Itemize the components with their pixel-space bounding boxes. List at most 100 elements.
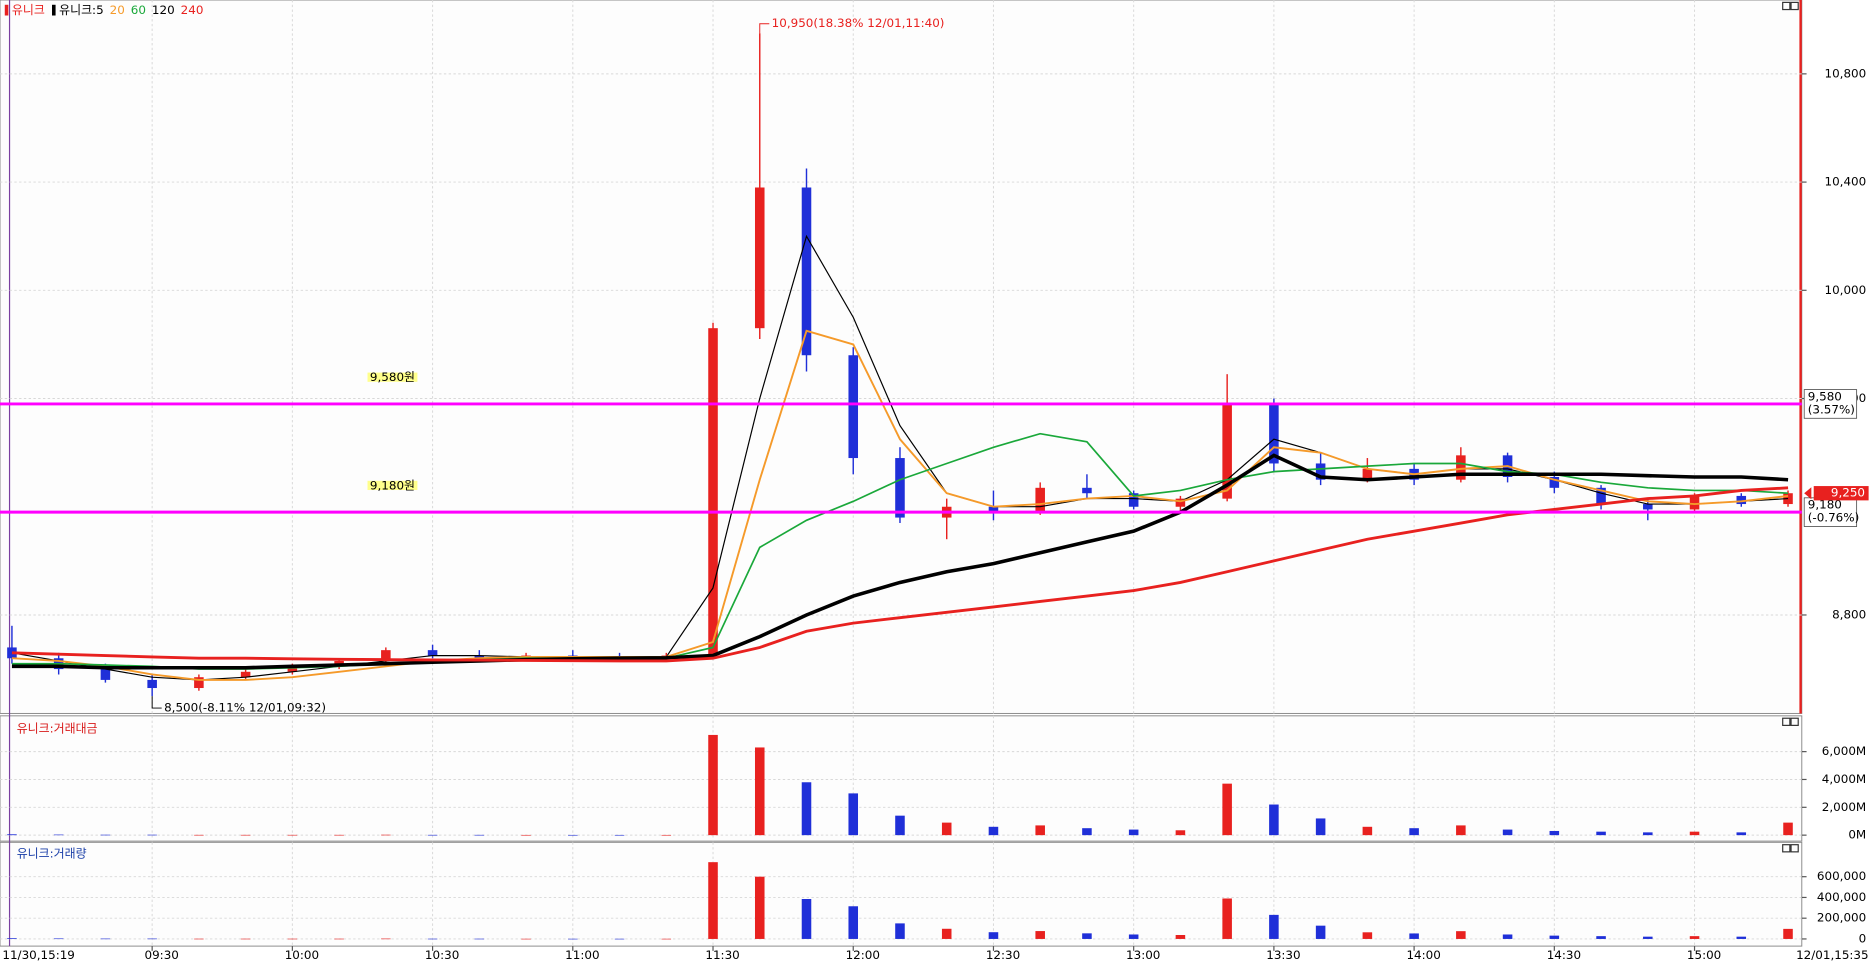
volume-bar xyxy=(1269,804,1279,836)
volume-bar xyxy=(427,938,438,940)
annotation-leader xyxy=(151,696,162,709)
volume-bar xyxy=(1502,934,1513,939)
legend-swatch xyxy=(52,4,56,16)
reference-label: 9,580원 xyxy=(370,370,415,384)
volume-bar xyxy=(194,834,204,836)
volume-bar xyxy=(801,899,812,939)
candle-body xyxy=(1362,468,1373,480)
y-tick-label: 400,000 xyxy=(1817,890,1866,904)
candle-body xyxy=(194,677,204,689)
legend-label: 유니크 xyxy=(12,3,45,17)
volume-bar xyxy=(240,938,251,940)
candle-body xyxy=(427,650,438,656)
last-price-marker xyxy=(1804,487,1812,500)
candle-body xyxy=(1456,455,1466,480)
panel-buttons[interactable] xyxy=(1782,1,1799,853)
candle-body xyxy=(100,669,111,680)
volume-bar xyxy=(1222,783,1232,836)
volume-bar xyxy=(381,834,391,836)
candle-body xyxy=(147,679,157,689)
annotation: 8,500(-8.11% 12/01,09:32) xyxy=(164,701,326,715)
panel-title: 유니크:거래대금 xyxy=(17,721,98,735)
volume-bar xyxy=(1128,829,1139,836)
candle-body xyxy=(801,187,812,356)
panel-button[interactable] xyxy=(1790,717,1799,726)
y-tick-label: 0 xyxy=(1859,931,1867,945)
reference-axis-box xyxy=(1803,389,1858,419)
volume-bar xyxy=(614,834,625,836)
reference-axis-change: (-0.76%) xyxy=(1808,511,1859,525)
volume-bar xyxy=(1689,831,1700,836)
volume-bar xyxy=(1783,928,1793,939)
y-tick-label: 200,000 xyxy=(1817,911,1866,925)
x-tick-label: 09:30 xyxy=(145,948,179,962)
y-tick-label: 10,000 xyxy=(1825,283,1867,297)
legend-label: 240 xyxy=(181,3,204,17)
volume-bar xyxy=(1362,826,1373,836)
reference-axis-label: 9,580 xyxy=(1808,389,1842,403)
candle-body xyxy=(1643,504,1653,510)
y-tick-label: 10,400 xyxy=(1825,175,1867,189)
volume-bar xyxy=(708,862,718,939)
volume-bar xyxy=(1456,931,1466,939)
panel-button[interactable] xyxy=(1790,1,1799,11)
panel-button[interactable] xyxy=(1790,844,1799,853)
legend-label: 유니크:5 xyxy=(59,3,104,17)
volume-bar xyxy=(848,793,859,836)
volume-bar xyxy=(661,938,672,940)
x-tick-label: 14:00 xyxy=(1406,948,1440,962)
candle-body xyxy=(708,328,718,656)
volume-bar xyxy=(754,747,765,836)
volume-bar xyxy=(1035,931,1045,939)
panel-title: 유니크:거래량 xyxy=(17,847,87,861)
candle-body xyxy=(240,671,251,678)
legend-label: 120 xyxy=(152,3,175,17)
x-tick-label: 12/01,15:35 xyxy=(1796,948,1869,962)
volume-bar xyxy=(708,734,718,836)
annotation: 10,950(18.38% 12/01,11:40) xyxy=(772,16,945,30)
candle-body xyxy=(1736,495,1747,505)
volume-bar xyxy=(1736,936,1747,939)
candle-body xyxy=(1128,493,1139,507)
volume-bar xyxy=(1549,830,1560,836)
candle-body xyxy=(988,506,999,513)
volume-bar xyxy=(1082,933,1092,939)
x-tick-label: 12:30 xyxy=(986,948,1020,962)
volume-bar xyxy=(53,938,64,940)
panel-button[interactable] xyxy=(1782,844,1791,853)
volume-bar xyxy=(1783,822,1793,836)
volume-bar xyxy=(1456,825,1466,836)
volume-bar xyxy=(147,834,157,836)
volume-bar xyxy=(194,938,204,940)
last-price-box xyxy=(1813,486,1869,501)
x-tick-label: 10:00 xyxy=(285,948,319,962)
volume-bar xyxy=(988,826,999,836)
candle-body xyxy=(848,355,859,459)
volume-bar xyxy=(1549,935,1560,939)
volume-bar xyxy=(1643,936,1653,939)
volume-bar xyxy=(1082,828,1092,836)
volume-bar xyxy=(474,938,485,940)
candle-body xyxy=(1175,498,1186,507)
volume-bar xyxy=(147,938,157,940)
legend-label: 60 xyxy=(131,3,146,17)
volume-bar xyxy=(1596,831,1606,836)
volume-bar xyxy=(568,938,578,940)
x-tick-label: 10:30 xyxy=(425,948,459,962)
candle-body xyxy=(381,650,391,661)
reference-axis-change: (3.57%) xyxy=(1808,402,1855,416)
volume-bar xyxy=(1596,936,1606,939)
x-tick-label: 11:00 xyxy=(565,948,599,962)
legend-swatch xyxy=(4,4,9,16)
panel-button[interactable] xyxy=(1782,717,1791,726)
panel-button[interactable] xyxy=(1782,1,1791,11)
volume-bar xyxy=(941,928,952,939)
volume-bar xyxy=(801,782,812,836)
ma-line xyxy=(11,329,1789,681)
candle-body xyxy=(754,187,765,329)
ma-line xyxy=(11,486,1789,663)
volume-bar xyxy=(895,923,905,939)
volume-bar xyxy=(1175,935,1186,939)
